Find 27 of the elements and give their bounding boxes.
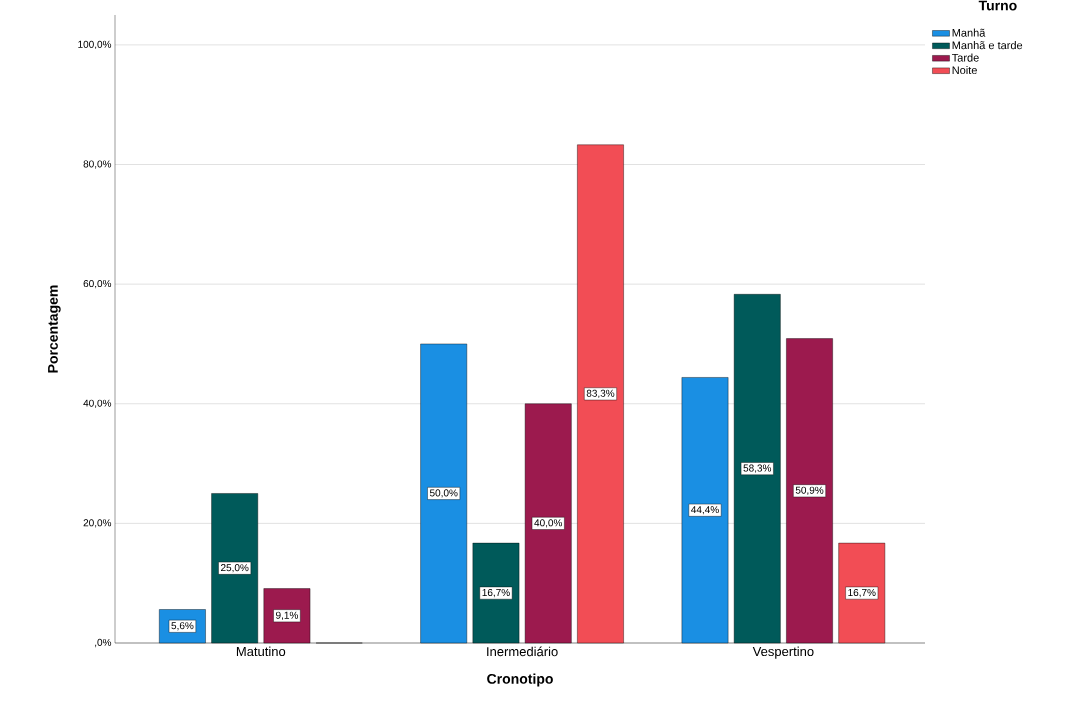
- legend-title: Turno: [978, 0, 1017, 11]
- y-tick-label: 60,0%: [83, 280, 112, 289]
- y-tick-label: 100,0%: [78, 40, 112, 50]
- y-tick-label: 20,0%: [83, 519, 112, 528]
- x-tick-label: Inermediário: [487, 646, 558, 657]
- data-label: 83,3%: [586, 389, 615, 399]
- y-tick-label: 80,0%: [83, 160, 112, 169]
- x-tick-label: Vespertino: [752, 646, 814, 659]
- data-label: 9,1%: [276, 611, 298, 620]
- data-label: 5,6%: [171, 622, 194, 631]
- y-tick-label: 40,0%: [83, 399, 112, 408]
- y-tick-label: ,0%: [95, 638, 112, 648]
- data-label: 58,3%: [743, 464, 772, 473]
- data-label: 44,4%: [691, 506, 719, 515]
- data-label: 16,7%: [848, 588, 876, 598]
- legend-label: Noite: [952, 66, 977, 75]
- data-label: 50,0%: [429, 489, 458, 498]
- data-label: 40,0%: [534, 519, 563, 528]
- legend-label: Tarde: [951, 53, 979, 62]
- data-label: 16,7%: [482, 588, 510, 598]
- legend-label: Manhã: [952, 28, 986, 37]
- legend-label: Manhã e tarde: [952, 41, 1023, 50]
- data-label: 50,9%: [795, 486, 824, 495]
- data-label: 25,0%: [221, 564, 249, 573]
- y-axis-title: Porcentagem: [48, 285, 61, 373]
- x-tick-label: Matutino: [236, 646, 286, 657]
- x-axis-title: Cronotipo: [487, 673, 553, 687]
